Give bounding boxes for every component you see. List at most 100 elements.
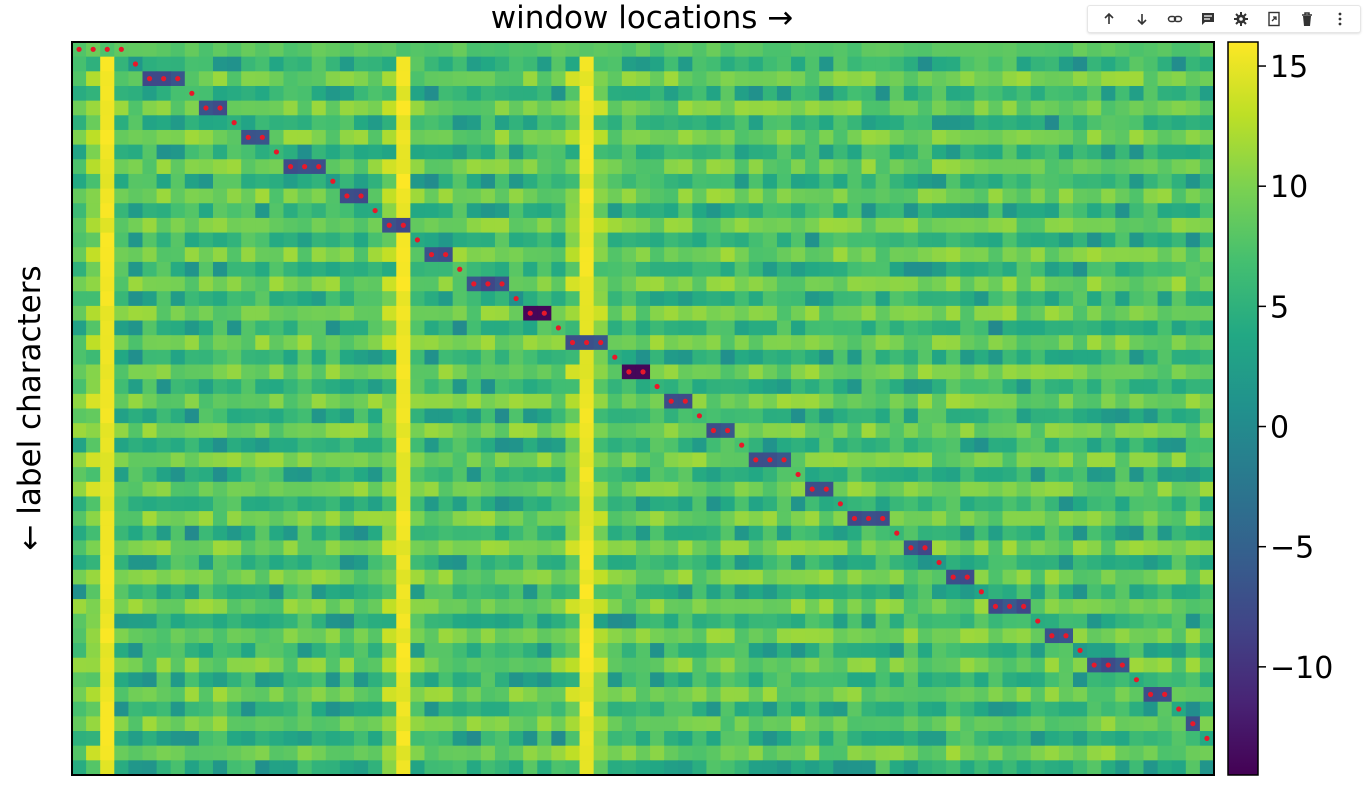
heatmap-cell: [903, 423, 919, 439]
heatmap-cell: [1129, 525, 1145, 542]
heatmap-cell: [269, 525, 285, 542]
heatmap-cell: [692, 452, 708, 468]
heatmap-cell: [635, 525, 651, 542]
heatmap-cell: [748, 349, 764, 366]
more-button[interactable]: [1323, 6, 1356, 32]
heatmap-cell: [184, 349, 200, 366]
heatmap-cell: [805, 452, 820, 468]
heatmap-cell: [1157, 423, 1173, 439]
trash-button[interactable]: [1290, 6, 1323, 32]
heatmap-cell: [424, 42, 440, 58]
heatmap-cell: [889, 335, 905, 351]
move-up-button[interactable]: [1092, 6, 1125, 32]
heatmap-cell: [114, 672, 129, 688]
heatmap-cell: [1129, 408, 1145, 424]
heatmap-cell: [227, 203, 242, 219]
heatmap-cell: [974, 540, 990, 556]
heatmap-cell: [198, 188, 214, 204]
heatmap-cell: [184, 687, 200, 703]
heatmap-cell: [1101, 379, 1116, 395]
heatmap-cell: [847, 760, 863, 776]
heatmap-cell: [1030, 745, 1046, 761]
comment-button[interactable]: [1191, 6, 1224, 32]
heatmap-cell: [621, 144, 637, 160]
heatmap-cell: [410, 379, 426, 395]
heatmap-cell: [128, 71, 144, 87]
heatmap-cell: [1143, 159, 1159, 175]
heatmap-cell: [607, 56, 623, 72]
heatmap-cell: [889, 540, 905, 556]
heatmap-cell: [635, 379, 651, 395]
heatmap-cell: [184, 437, 200, 454]
heatmap-cell: [523, 115, 538, 131]
heatmap-cell: [1143, 217, 1159, 234]
heatmap-cell: [100, 129, 115, 146]
heatmap-cell: [509, 261, 524, 278]
heatmap-cell: [438, 672, 454, 688]
heatmap-cell: [184, 467, 200, 483]
heatmap-cell: [283, 305, 299, 322]
heatmap-cell: [424, 115, 440, 131]
heatmap-cell: [960, 217, 975, 234]
link-icon: [1167, 15, 1182, 23]
heatmap-cell: [339, 657, 355, 673]
heatmap-cell: [86, 276, 101, 292]
heatmap-cell: [311, 584, 327, 600]
heatmap-cell: [579, 452, 595, 468]
heatmap-cell: [791, 496, 806, 512]
heatmap-cell: [720, 335, 736, 351]
heatmap-cell: [128, 599, 144, 615]
heatmap-cell: [1129, 42, 1145, 58]
heatmap-cell: [805, 144, 820, 160]
heatmap-cell: [537, 188, 552, 204]
heatmap-cell: [903, 85, 919, 102]
heatmap-cell: [579, 42, 595, 58]
heatmap-cell: [1101, 56, 1116, 72]
heatmap-cell: [903, 56, 919, 72]
heatmap-cell: [932, 320, 947, 336]
heatmap-cell: [1199, 144, 1215, 160]
heatmap-cell: [1199, 584, 1215, 600]
link-button[interactable]: [1158, 6, 1191, 32]
heatmap-cell: [1002, 408, 1018, 424]
heatmap-cell: [1171, 115, 1187, 131]
heatmap-cell: [114, 85, 129, 102]
heatmap-cell: [424, 584, 440, 600]
heatmap-cell: [776, 760, 792, 776]
heatmap-cell: [903, 173, 919, 190]
heatmap-cell: [198, 393, 214, 410]
heatmap-cell: [537, 173, 552, 190]
gear-button[interactable]: [1224, 6, 1257, 32]
heatmap-cell: [509, 496, 524, 512]
expand-button[interactable]: [1257, 6, 1290, 32]
heatmap-cell: [198, 56, 214, 72]
heatmap-cell: [607, 261, 623, 278]
heatmap-cell: [551, 643, 567, 659]
heatmap-cell: [1101, 291, 1116, 307]
heatmap-cell: [706, 760, 722, 776]
heatmap-cell: [382, 643, 397, 659]
heatmap-cell: [142, 42, 158, 58]
heatmap-cell: [1002, 188, 1018, 204]
heatmap-cell: [1157, 217, 1173, 234]
heatmap-cell: [1016, 613, 1032, 629]
heatmap-cell: [791, 423, 806, 439]
heatmap-cell: [1157, 672, 1173, 688]
heatmap-cell: [861, 569, 877, 586]
heatmap-cell: [1016, 42, 1032, 58]
heatmap-cell: [1030, 276, 1046, 292]
heatmap-cell: [311, 335, 327, 351]
alignment-marker: [922, 545, 928, 551]
heatmap-cell: [311, 731, 327, 747]
move-down-button[interactable]: [1125, 6, 1158, 32]
heatmap-cell: [1199, 188, 1215, 204]
heatmap-cell: [706, 643, 722, 659]
heatmap-cell: [283, 423, 299, 439]
heatmap-cell: [494, 144, 510, 160]
heatmap-cell: [466, 760, 482, 776]
heatmap-cell: [593, 701, 609, 717]
heatmap-cell: [1002, 643, 1018, 659]
heatmap-cell: [960, 760, 975, 776]
heatmap-cell: [762, 276, 778, 292]
heatmap-cell: [706, 657, 722, 673]
